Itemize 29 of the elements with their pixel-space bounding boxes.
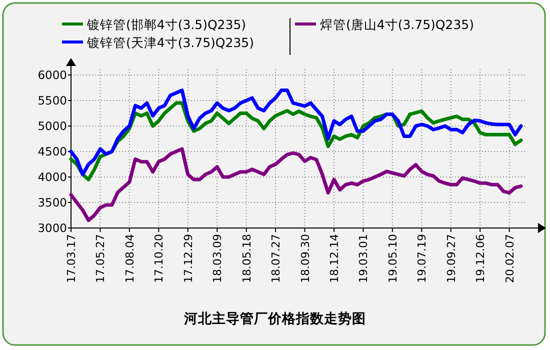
x-tick-label: 17.05.27 <box>94 234 108 283</box>
x-tick-label: 17.08.04 <box>123 234 136 283</box>
legend-label: 镀锌管(邯郸4寸(3.5)Q235) <box>86 17 246 32</box>
legend-label: 焊管(唐山4寸(3.75)Q235) <box>320 17 474 32</box>
y-tick-label: 5500 <box>38 94 67 108</box>
text: 河北主导管厂价格指数走势图 <box>183 310 366 327</box>
y-tick-label: 6000 <box>38 68 67 82</box>
x-tick-label: 17.12.29 <box>182 234 195 283</box>
y-tick-label: 4000 <box>38 170 67 184</box>
x-tick-label: 19.07.19 <box>416 234 429 283</box>
x-tick-label: 19.09.27 <box>444 234 458 283</box>
x-tick-label: 17.10.20 <box>152 234 166 283</box>
x-tick-label: 20.02.07 <box>503 234 516 283</box>
x-tick-label: 19.12.06 <box>474 234 488 283</box>
y-tick-label: 3500 <box>38 196 67 210</box>
x-tick-label: 18.09.30 <box>298 234 312 283</box>
y-tick-label: 3000 <box>38 221 67 235</box>
line-series <box>69 147 523 222</box>
x-tick-label: 19.03.01 <box>357 234 370 283</box>
x-tick-label: 18.12.14 <box>328 234 341 283</box>
x-tick-label: 18.07.27 <box>270 234 283 283</box>
legend-label: 镀锌管(天津4寸(3.75)Q235) <box>86 35 254 50</box>
x-tick-label: 18.05.18 <box>240 234 254 283</box>
y-tick-label: 4500 <box>38 144 67 158</box>
x-tick-label: 18.03.09 <box>211 234 224 283</box>
line-series <box>69 88 523 176</box>
x-tick-label: 17.03.17 <box>65 234 78 283</box>
y-tick-label: 5000 <box>38 119 67 133</box>
x-tick-label: 19.05.10 <box>386 234 400 283</box>
